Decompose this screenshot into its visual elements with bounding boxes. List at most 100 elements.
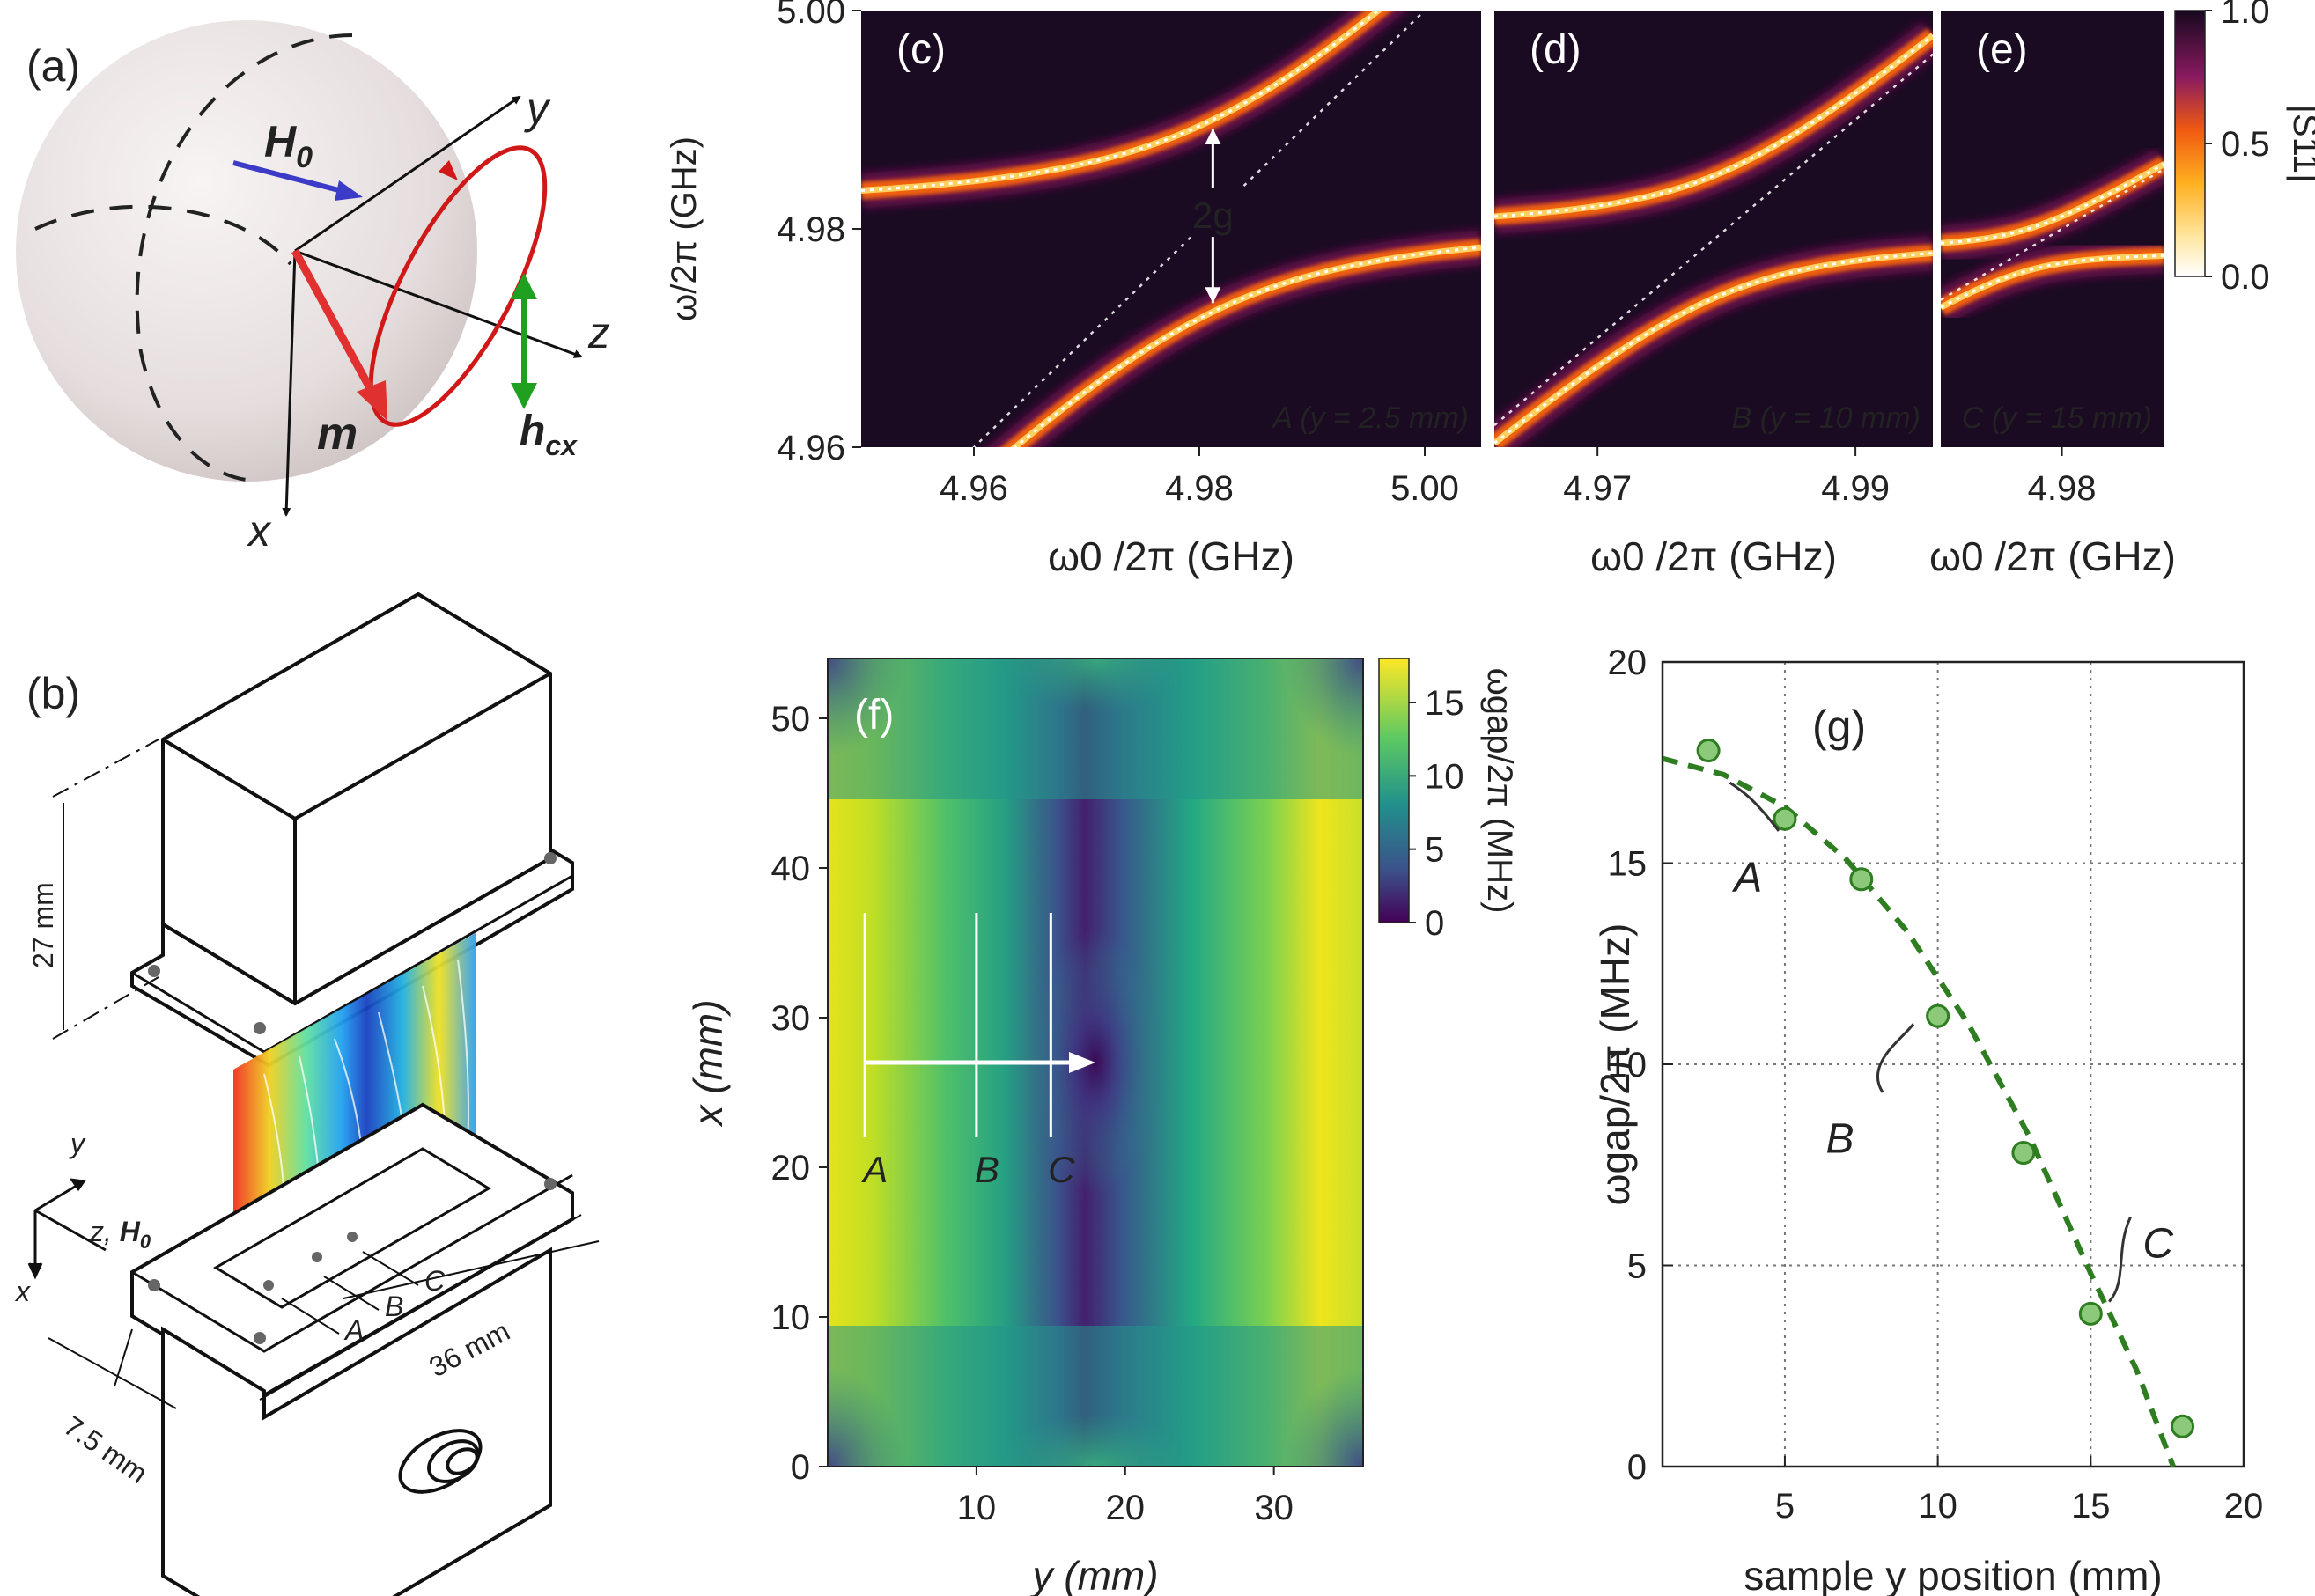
- g-point-4: [2011, 1141, 2036, 1166]
- heatmap-content-e: [1941, 148, 2164, 324]
- g-point-3: [1926, 1004, 1950, 1028]
- g-xtick-label: 5: [1775, 1487, 1795, 1526]
- ytick-label-c: 4.98: [777, 210, 845, 249]
- marker-label-C: C: [1048, 1149, 1075, 1190]
- g-point-0: [1696, 739, 1721, 763]
- f-ytick-label: 40: [771, 849, 811, 888]
- g-point-6: [2171, 1414, 2195, 1438]
- device-axis-z: z, H0: [89, 1216, 151, 1253]
- gap-map-bottom-lobe: [999, 1414, 1192, 1467]
- dimension-lines: [48, 739, 600, 1409]
- g-ytick-label: 0: [1627, 1448, 1647, 1487]
- axis-label-x: x: [247, 506, 272, 555]
- hcx-arrowhead-up: [511, 273, 537, 299]
- f-xtick-label: 30: [1254, 1489, 1294, 1527]
- subtitle-d: B (y = 10 mm): [1732, 401, 1921, 435]
- f-xtick-label: 10: [957, 1489, 997, 1527]
- panel-label-c: (c): [896, 26, 946, 73]
- dim-75: 7.5 mm: [58, 1409, 153, 1489]
- gap-colorbar-tick-label: 0: [1425, 904, 1444, 943]
- panel-d: (d) B (y = 10 mm) 4.97 4.99 ω0 /2π (GHz): [1494, 11, 1933, 579]
- lower-branch-fit-e: [1941, 254, 2164, 309]
- precession-orbit: [368, 145, 548, 427]
- axis-label-y: y: [524, 84, 551, 133]
- panel-f: A B C (f) 10 20 30 0 10 20 30 40 50 y (mm) x (mm) 0 5 10 1…: [685, 658, 1519, 1596]
- position-markers: [281, 1251, 419, 1335]
- g-ytick-label: 5: [1627, 1247, 1647, 1286]
- gap-map: [828, 658, 1363, 1467]
- device-pos-A: A: [343, 1314, 364, 1346]
- s11-panels: (c) A (y = 2.5 mm) 4.96 4.98 5.00 ω0 /2π (GHz…: [665, 0, 2315, 579]
- xtick-label-d: 4.99: [1821, 469, 1890, 508]
- f-ylabel: x (mm): [685, 999, 731, 1127]
- gap-colorbar: [1378, 658, 1410, 923]
- gap-label: 2g: [1192, 195, 1234, 236]
- g-xtick-label: 10: [1918, 1487, 1957, 1526]
- hcx-arrowhead-down: [511, 383, 537, 409]
- panel-g: 5 10 15 20 0 5 10 15 20 sample y position (mm) ωga…: [1592, 644, 2263, 1596]
- g-xtick-label: 15: [2071, 1487, 2111, 1526]
- upper-branch-core-c: [861, 11, 1383, 194]
- xtick-label-c: 4.98: [1165, 469, 1234, 508]
- m-arrowhead: [357, 380, 387, 421]
- sphere-meridian: [135, 33, 353, 482]
- lower-branch-fit-d: [1494, 252, 1933, 445]
- g-ylabel: ωgap/2π (MHz): [1592, 923, 1638, 1206]
- panel-label-g: (g): [1812, 702, 1866, 751]
- f-ytick-label: 30: [771, 999, 811, 1038]
- gap-map-corner-1: [1284, 658, 1363, 755]
- g-point-2: [1849, 867, 1874, 892]
- gap-map-corner-3: [1284, 1370, 1363, 1467]
- f-ytick-label: 10: [771, 1298, 811, 1337]
- gap-label-bg: [1177, 188, 1249, 238]
- h0-arrowhead: [335, 180, 363, 201]
- s11-colorbar-tick-label: 0.0: [2221, 258, 2270, 297]
- upper-block: [161, 592, 552, 1006]
- s11-colorbar: [2174, 10, 2206, 277]
- g-ytick-label: 10: [1608, 1046, 1648, 1085]
- xtick-label-e: 4.98: [2028, 469, 2097, 508]
- device-axes: [27, 1178, 107, 1280]
- device-axis-x: x: [14, 1276, 31, 1307]
- axis-label-z: z: [587, 308, 610, 357]
- sphere-equator: [34, 204, 292, 266]
- axis-x: [282, 250, 297, 517]
- g-annotation-A: A: [1731, 854, 1762, 901]
- gap-arrowhead-top: [1205, 129, 1221, 144]
- heatmap-content-c: [861, 11, 1481, 447]
- subtitle-e: C (y = 15 mm): [1962, 401, 2152, 435]
- g-ytick-label: 15: [1608, 845, 1648, 884]
- uncoupled-diagonal-e: [1941, 167, 2164, 301]
- gap-arrowhead-bottom: [1205, 287, 1221, 304]
- g-annotation-arrow-B: [1876, 1023, 1915, 1093]
- heatmap-content-d: [1494, 21, 1933, 447]
- xlabel-e: ω0 /2π (GHz): [1929, 533, 2176, 579]
- f-xlabel: y (mm): [1029, 1553, 1158, 1596]
- s11-colorbar-tick-label: 0.5: [2221, 125, 2270, 164]
- g-ytick-label: 20: [1608, 644, 1648, 682]
- g-annotation-arrow-C: [2108, 1217, 2132, 1303]
- xtick-label-d: 4.97: [1563, 469, 1632, 508]
- panel-b: (b): [14, 592, 600, 1596]
- f-ytick-label: 0: [791, 1448, 810, 1487]
- screws: [148, 852, 557, 1344]
- device-pos-B: B: [385, 1291, 403, 1322]
- g-annotation-C: C: [2142, 1220, 2173, 1267]
- panel-label-d: (d): [1530, 26, 1581, 73]
- panel-label-a: (a): [26, 41, 80, 91]
- g-point-5: [2078, 1301, 2103, 1326]
- h0-arrow: [232, 160, 353, 196]
- panel-a: (a) y z x H0 m hcx: [16, 20, 610, 555]
- connector: [398, 1429, 483, 1494]
- lower-block: [161, 1247, 552, 1596]
- panel-label-b: (b): [26, 669, 80, 718]
- f-xtick-label: 20: [1106, 1489, 1146, 1527]
- g-annotation-B: B: [1825, 1116, 1854, 1163]
- f-ytick-label: 50: [771, 700, 811, 739]
- gap-map-corner-2: [828, 1370, 907, 1467]
- hcx-label: hcx: [520, 408, 578, 461]
- panel-e: (e) C (y = 15 mm) 4.98 ω0 /2π (GHz) 0.0 0.5 1.…: [1929, 0, 2315, 579]
- gap-colorbar-tick-label: 10: [1425, 757, 1464, 796]
- gap-map-frame: [827, 658, 1364, 1467]
- uncoupled-diagonal-c: [972, 11, 1427, 447]
